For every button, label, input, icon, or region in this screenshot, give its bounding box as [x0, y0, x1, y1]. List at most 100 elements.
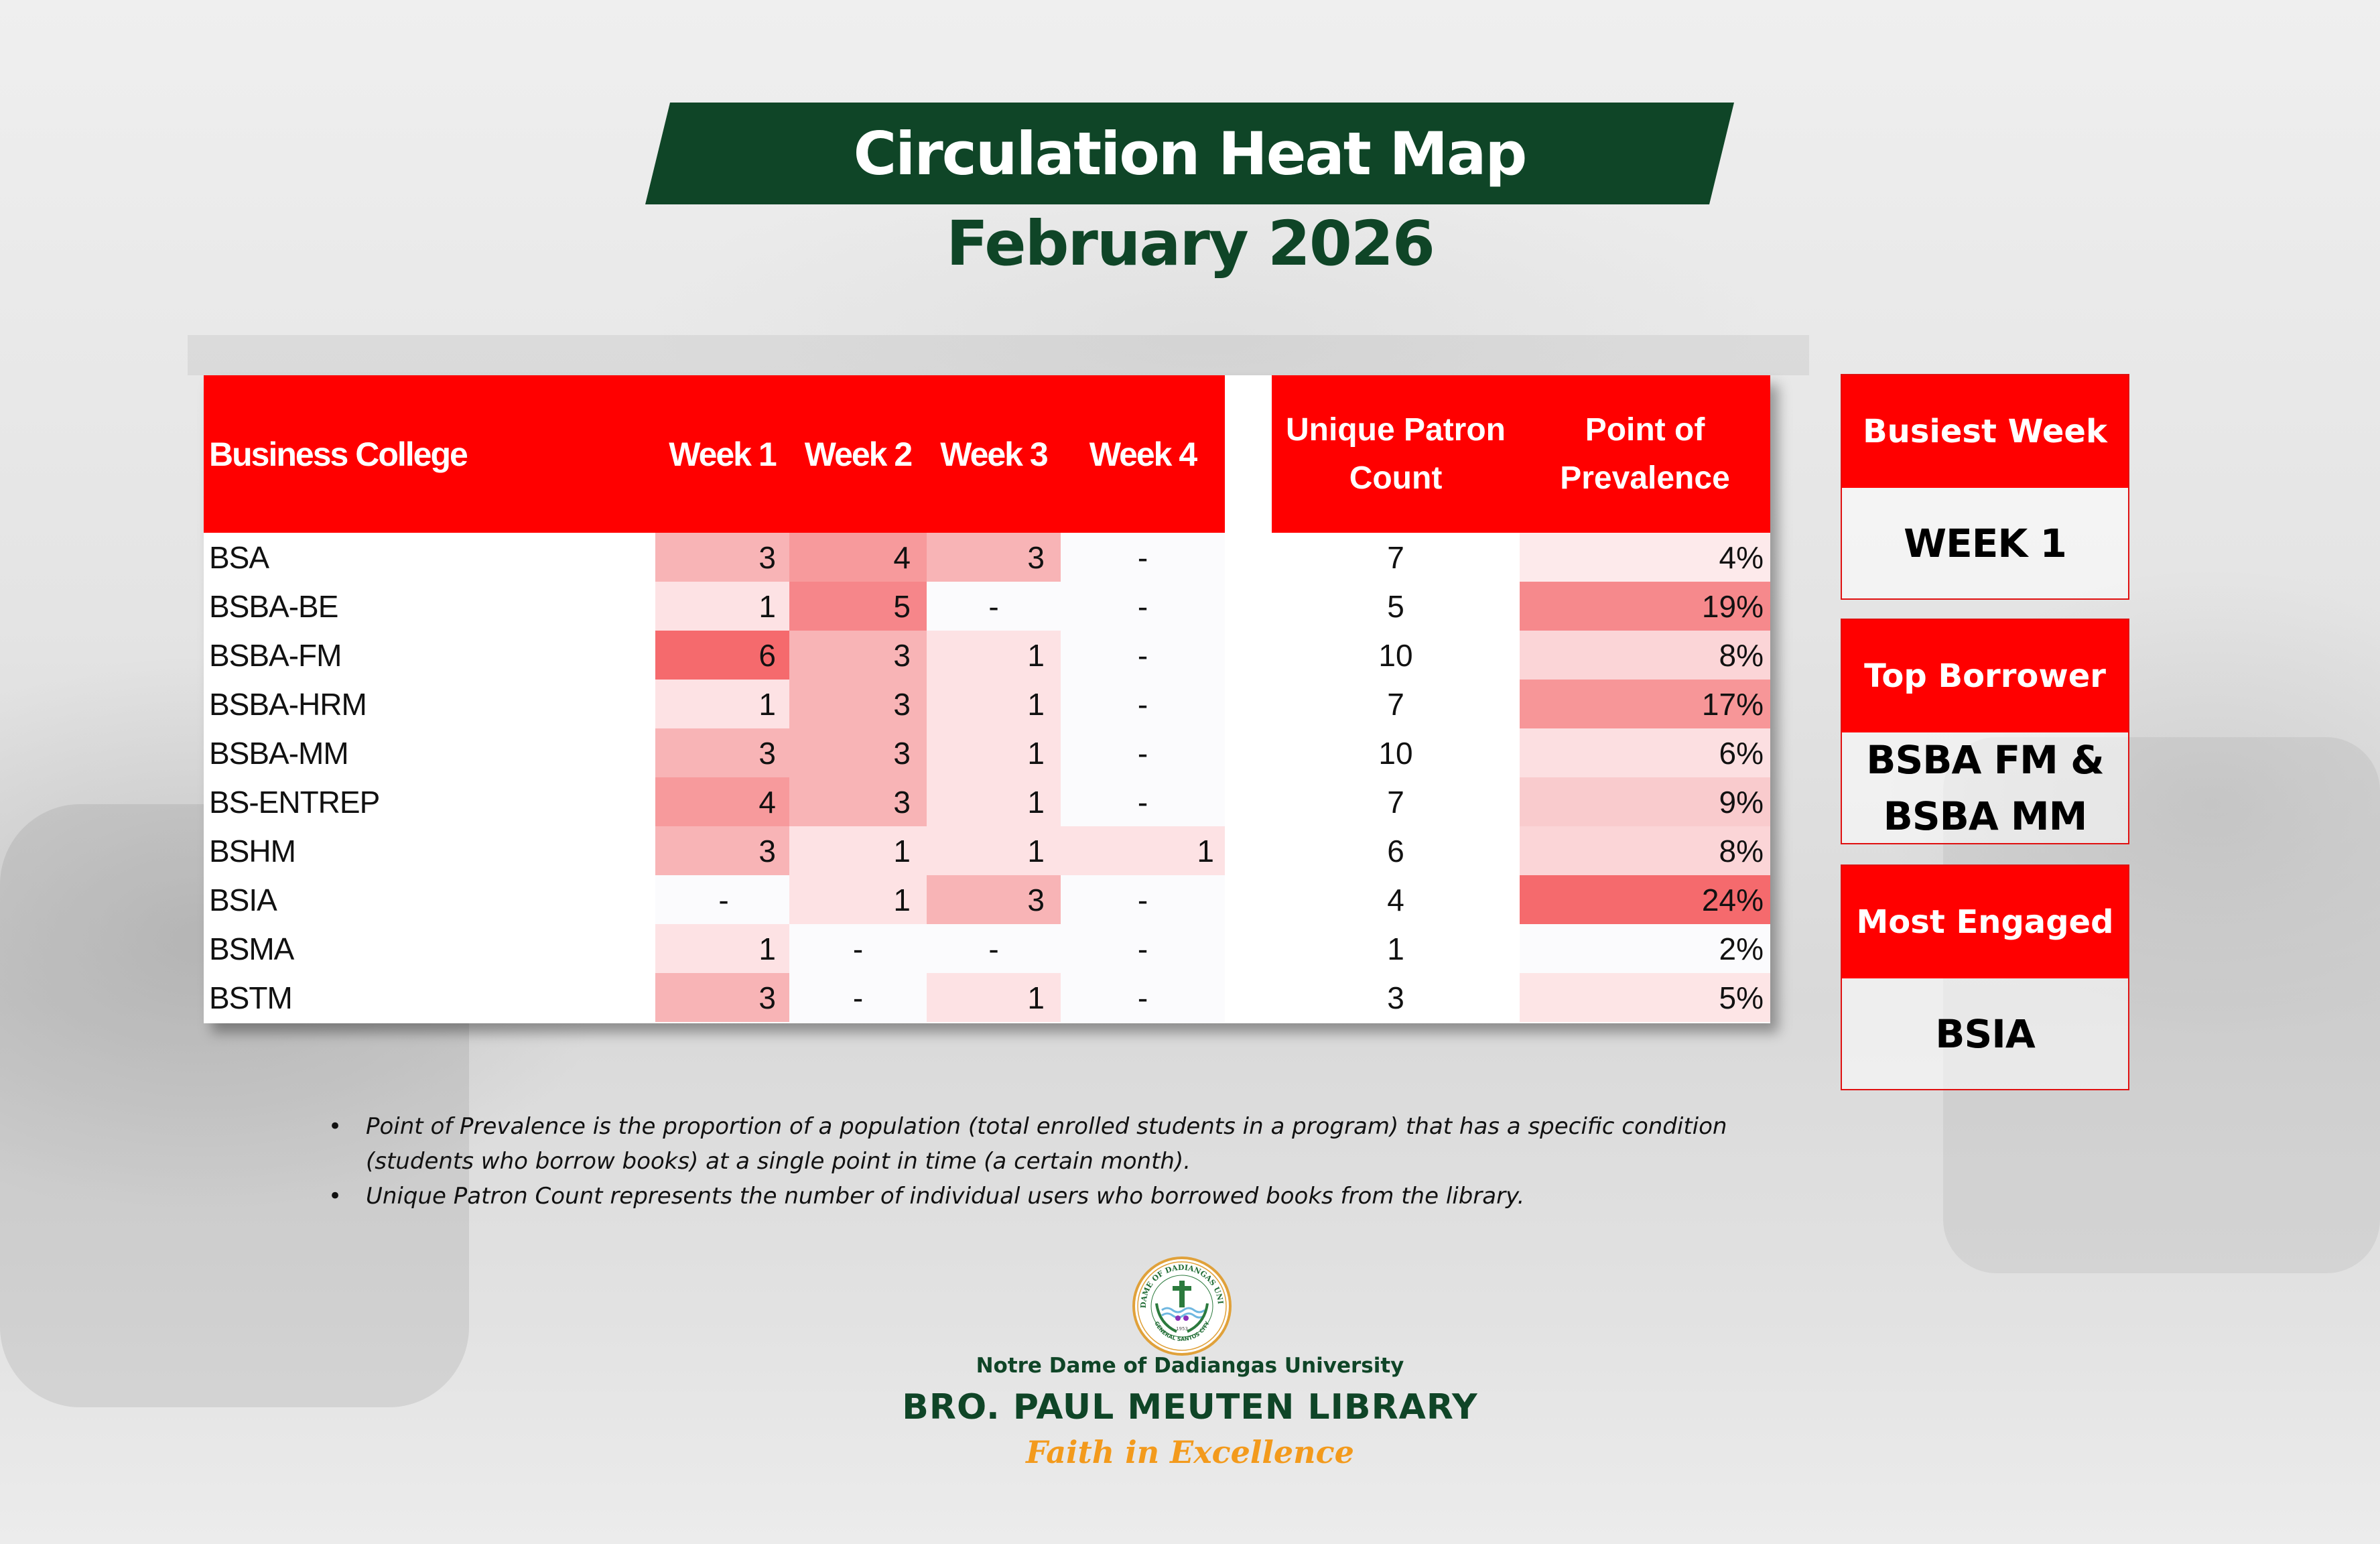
heat-cell-w1: 4 — [655, 777, 792, 826]
heat-cell-w3: 1 — [927, 728, 1061, 777]
column-gap — [1225, 375, 1272, 1023]
heat-cell-w2: 3 — [789, 777, 927, 826]
heat-cell-w3: 3 — [927, 533, 1061, 582]
card-label: Busiest Week — [1842, 375, 2128, 488]
university-name: Notre Dame of Dadiangas University — [976, 1354, 1404, 1378]
title-banner: Circulation Heat Map — [645, 103, 1734, 204]
footnotes: • Point of Prevalence is the proportion o… — [328, 1109, 1802, 1214]
unique-patron-cell: 1 — [1387, 931, 1404, 966]
table-row: BSBA-MM 3 3 1-10 6% — [204, 728, 1770, 777]
prevalence-cell: 5% — [1520, 973, 1770, 1022]
card-label: Most Engaged — [1842, 866, 2128, 978]
heat-cell-w2: 1 — [789, 875, 927, 924]
card-label: Top Borrower — [1842, 620, 2128, 732]
college-name: BSBA-MM — [209, 735, 349, 771]
heat-cell-w2: - — [789, 924, 927, 973]
college-name: BSBA-BE — [209, 588, 338, 624]
table-row: BS-ENTREP 4 3 1- 7 9% — [204, 777, 1770, 826]
footnote-prevalence: • Point of Prevalence is the proportion o… — [328, 1109, 1802, 1179]
heat-cell-w3: - — [927, 582, 1061, 631]
unique-patron-cell: 6 — [1387, 833, 1404, 868]
card-value: BSBA FM & BSBA MM — [1866, 736, 2104, 839]
highlight-top-borrower: Top Borrower BSBA FM & BSBA MM — [1841, 619, 2129, 844]
heat-cell-w4: - — [1061, 680, 1225, 728]
college-name: BSA — [209, 539, 269, 575]
prevalence-cell: 9% — [1520, 777, 1770, 826]
table-row: BSTM 3-1-3 5% — [204, 973, 1770, 1022]
college-name: BSBA-FM — [209, 637, 342, 673]
prevalence-cell: 17% — [1520, 680, 1770, 728]
college-name: BSIA — [209, 882, 277, 917]
college-name: BSBA-HRM — [209, 686, 367, 722]
bullet-icon: • — [328, 1183, 342, 1210]
header-week3: Week 3 — [927, 375, 1061, 533]
card-value: WEEK 1 — [1904, 520, 2067, 566]
table-row: BSIA -1 3-4 24% — [204, 875, 1770, 924]
heat-cell-w1: 3 — [655, 728, 792, 777]
heat-map-table: Business College Week 1 Week 2 Week 3 We… — [204, 375, 1770, 1023]
heat-cell-w4: - — [1061, 533, 1225, 582]
library-motto: Faith in Excellence — [1026, 1434, 1354, 1470]
table-row: BSHM 3 1 1 1 6 8% — [204, 826, 1770, 875]
heat-cell-w1: 6 — [655, 631, 792, 680]
header-week4: Week 4 — [1061, 375, 1225, 533]
heat-cell-w4: - — [1061, 582, 1225, 631]
heat-cell-w1: 3 — [655, 533, 792, 582]
heat-cell-w4: 1 — [1061, 826, 1225, 875]
heat-cell-w2: - — [789, 973, 927, 1022]
prevalence-cell: 24% — [1520, 875, 1770, 924]
header-unique-patron-count: Unique Patron Count — [1272, 375, 1520, 533]
header-college: Business College — [204, 375, 655, 533]
unique-patron-cell: 7 — [1387, 686, 1404, 722]
heat-cell-w3: - — [927, 924, 1061, 973]
heat-cell-w1: 1 — [655, 924, 792, 973]
college-name: BSTM — [209, 980, 293, 1015]
heat-cell-w2: 3 — [789, 728, 927, 777]
heat-cell-w1: 3 — [655, 973, 792, 1022]
card-value: BSIA — [1935, 1011, 2035, 1057]
heat-cell-w2: 4 — [789, 533, 927, 582]
footnote-unique-patron: • Unique Patron Count represents the numb… — [328, 1179, 1802, 1214]
page-subtitle: February 2026 — [946, 208, 1435, 279]
prevalence-cell: 8% — [1520, 631, 1770, 680]
prevalence-cell: 19% — [1520, 582, 1770, 631]
heat-cell-w1: 1 — [655, 680, 792, 728]
unique-patron-cell: 10 — [1378, 735, 1413, 771]
bullet-icon: • — [328, 1113, 342, 1140]
university-seal-icon: NOTRE DAME OF DADIANGAS UNIVERSITY GENER… — [1132, 1257, 1232, 1356]
heat-cell-w1: - — [655, 875, 792, 924]
college-name: BSMA — [209, 931, 294, 966]
table-row: BSA 3 4 3-7 4% — [204, 533, 1770, 582]
heat-cell-w4: - — [1061, 728, 1225, 777]
college-name: BSHM — [209, 833, 296, 868]
svg-text:1953: 1953 — [1176, 1326, 1188, 1332]
header-point-of-prevalence: Point of Prevalence — [1520, 375, 1770, 533]
header-week1: Week 1 — [655, 375, 789, 533]
unique-patron-cell: 4 — [1387, 882, 1404, 917]
heat-cell-w4: - — [1061, 777, 1225, 826]
heat-cell-w3: 3 — [927, 875, 1061, 924]
table-row: BSBA-BE 1 5- -5 19% — [204, 582, 1770, 631]
heat-cell-w3: 1 — [927, 680, 1061, 728]
heat-cell-w2: 1 — [789, 826, 927, 875]
heat-cell-w3: 1 — [927, 826, 1061, 875]
heat-cell-w2: 3 — [789, 631, 927, 680]
unique-patron-cell: 5 — [1387, 588, 1404, 624]
table-row: BSBA-FM 6 3 1- 10 8% — [204, 631, 1770, 680]
prevalence-cell: 8% — [1520, 826, 1770, 875]
header-week2: Week 2 — [789, 375, 927, 533]
heat-cell-w4: - — [1061, 973, 1225, 1022]
heat-cell-w3: 1 — [927, 777, 1061, 826]
page-title: Circulation Heat Map — [853, 119, 1528, 188]
prevalence-cell: 4% — [1520, 533, 1770, 582]
college-name: BS-ENTREP — [209, 784, 380, 820]
heat-cell-w4: - — [1061, 631, 1225, 680]
unique-patron-cell: 7 — [1387, 539, 1404, 575]
heat-cell-w3: 1 — [927, 631, 1061, 680]
highlight-most-engaged: Most Engaged BSIA — [1841, 864, 2129, 1090]
table-row: BSMA 1- - -1 2% — [204, 924, 1770, 973]
unique-patron-cell: 7 — [1387, 784, 1404, 820]
library-name: BRO. PAUL MEUTEN LIBRARY — [902, 1387, 1478, 1427]
prevalence-cell: 6% — [1520, 728, 1770, 777]
unique-patron-cell: 10 — [1378, 637, 1413, 673]
